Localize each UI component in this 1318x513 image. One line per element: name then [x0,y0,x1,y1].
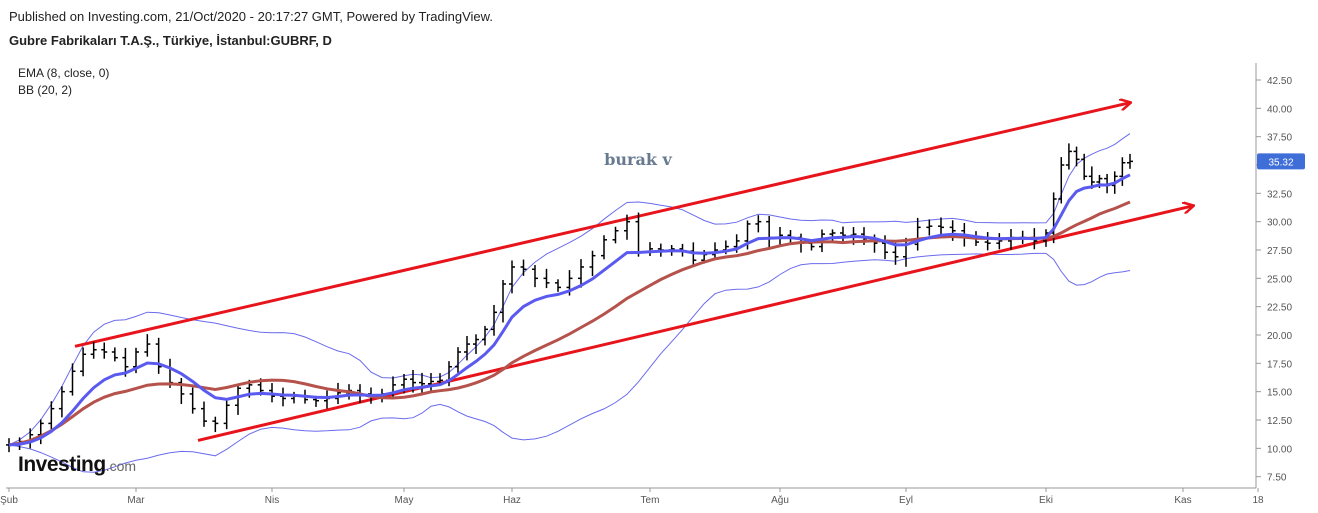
ohlc-bar [189,387,196,414]
ohlc-bar [335,382,341,405]
last-price-label: 35.32 [1268,157,1293,168]
ohlc-bar [635,212,642,257]
ohlc-bar [840,226,846,242]
x-tick-label: 18 [1252,495,1264,506]
y-tick-label: 20.00 [1267,331,1292,342]
chart-annotation: burak v [604,150,672,169]
ohlc-bar [419,372,425,393]
trendline-lower [197,206,1193,442]
ohlc-bar [520,259,527,276]
last-price-badge [1257,153,1305,170]
y-tick-label: 15.00 [1267,388,1292,399]
y-tick-label: 17.50 [1267,359,1292,370]
y-tick-label: 10.00 [1267,444,1292,455]
y-tick-label: 22.50 [1267,303,1292,314]
ohlc-bar [201,401,207,427]
ohlc-bar [829,229,836,242]
ohlc-bar [482,325,488,346]
ohlc-bar [223,399,230,430]
ohlc-bar [601,235,607,260]
ohlc-bar [48,401,55,430]
ohlc-bar [1088,166,1095,189]
bb-upper-band [8,133,1131,446]
trendline-upper [74,103,1130,348]
ohlc-bar [324,390,330,409]
y-tick-label: 27.50 [1267,246,1292,257]
ohlc-bar [543,268,550,289]
x-tick-label: Haz [503,495,521,506]
ohlc-bar [612,226,619,244]
publish-info: Published on Investing.com, 21/Oct/2020 … [9,9,493,24]
ohlc-bar [1081,153,1088,180]
y-tick-label: 42.50 [1267,76,1292,87]
ohlc-bar [1058,157,1065,204]
ohlc-bar [437,373,443,386]
ohlc-bar [1073,146,1080,167]
ohlc-bar [914,217,921,251]
ohlc-bar [212,416,219,433]
y-tick-label: 37.50 [1267,133,1292,144]
ohlc-bar [473,334,479,354]
ohlc-bar [491,304,497,336]
ohlc-bar [464,336,470,361]
x-tick-label: Kas [1174,495,1191,506]
ohlc-bar [58,386,65,418]
x-tick-label: Eyl [899,495,913,506]
x-tick-label: Nis [265,495,279,506]
ohlc-bar [509,260,515,294]
ohlc-bar [777,226,783,246]
ohlc-bar [1127,153,1133,169]
indicator-bb-label[interactable]: BB (20, 2) [18,83,73,97]
y-tick-label: 25.00 [1267,274,1292,285]
ohlc-bar [938,217,944,237]
ohlc-bar [428,372,434,392]
ohlc-bar [80,347,87,377]
ohlc-bar [1065,143,1072,170]
ohlc-bar [882,235,888,260]
x-tick-label: Şub [0,495,18,506]
y-tick-label: 12.50 [1267,416,1292,427]
ohlc-bar [178,378,185,405]
ohlc-bar [984,232,991,251]
indicator-ema-label[interactable]: EMA (8, close, 0) [18,66,110,80]
ohlc-bar [455,347,461,373]
x-tick-label: Tem [641,495,660,506]
symbol-title: Gubre Fabrikaları T.A.Ş., Türkiye, İstan… [9,33,332,48]
ohlc-bar [500,279,506,323]
ohlc-bar [996,233,1003,250]
ohlc-bar [555,279,561,292]
ohlc-bar [712,242,718,259]
ohlc-bar [532,265,538,288]
ohlc-bar [291,391,297,404]
ohlc-bar [766,215,773,248]
y-tick-label: 30.00 [1267,218,1292,229]
ohlc-bar [111,347,118,362]
ohlc-bar [69,363,76,396]
ema-line [8,173,1131,447]
ohlc-bar [37,419,44,445]
ohlc-bar [280,387,286,407]
ohlc-bar [1119,157,1126,186]
bb-lower-band [8,252,1131,473]
ohlc-bar [90,341,97,359]
ohlc-bar [624,214,630,240]
x-tick-label: Ağu [771,495,789,506]
ohlc-bar [647,242,653,257]
ohlc-bar [589,250,596,277]
x-tick-label: May [395,495,414,506]
x-tick-label: Eki [1039,495,1053,506]
y-tick-label: 32.50 [1267,189,1292,200]
y-tick-label: 7.50 [1267,473,1287,484]
ohlc-bar [144,334,151,357]
ohlc-bar [101,342,108,359]
ohlc-bar [755,215,762,233]
ohlc-bar [235,384,241,415]
investing-logo: Investing.com [18,453,137,476]
ohlc-bar [155,337,162,374]
x-tick-label: Mar [127,495,145,506]
ohlc-bar [578,259,584,288]
ohlc-bar [926,219,933,236]
y-tick-label: 40.00 [1267,104,1292,115]
